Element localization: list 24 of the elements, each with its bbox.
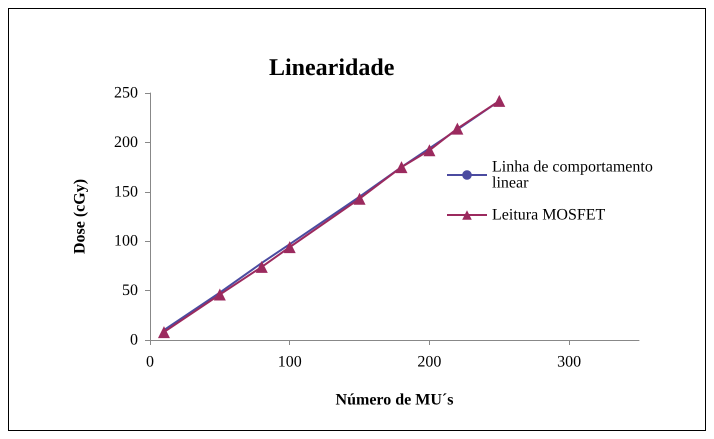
x-tick-label: 100 xyxy=(278,354,302,370)
x-tick-label: 0 xyxy=(146,354,154,370)
legend-label: Leitura MOSFET xyxy=(492,206,606,224)
y-tick-label: 100 xyxy=(114,232,138,250)
point xyxy=(284,241,296,254)
point xyxy=(256,260,268,273)
y-tick-label: 200 xyxy=(114,134,138,151)
legend-label: Linha de comportamento linear xyxy=(492,158,657,192)
point xyxy=(451,122,464,135)
y-tick-label: 0 xyxy=(130,332,138,348)
x-tick-label: 200 xyxy=(417,354,442,370)
y-tick-label: 150 xyxy=(114,183,138,200)
point xyxy=(423,144,436,156)
x-axis-title: Número de MU´s xyxy=(336,392,454,408)
y-tick-label: 50 xyxy=(122,282,138,300)
point xyxy=(214,288,226,301)
point xyxy=(493,94,506,107)
point xyxy=(354,192,366,205)
x-tick-label: 300 xyxy=(557,354,582,370)
point xyxy=(395,161,408,174)
y-tick-label: 250 xyxy=(114,84,138,102)
chart-title: Linearidade xyxy=(269,55,395,81)
y-axis-title: Dose (cGy) xyxy=(72,178,88,254)
point xyxy=(158,326,170,338)
